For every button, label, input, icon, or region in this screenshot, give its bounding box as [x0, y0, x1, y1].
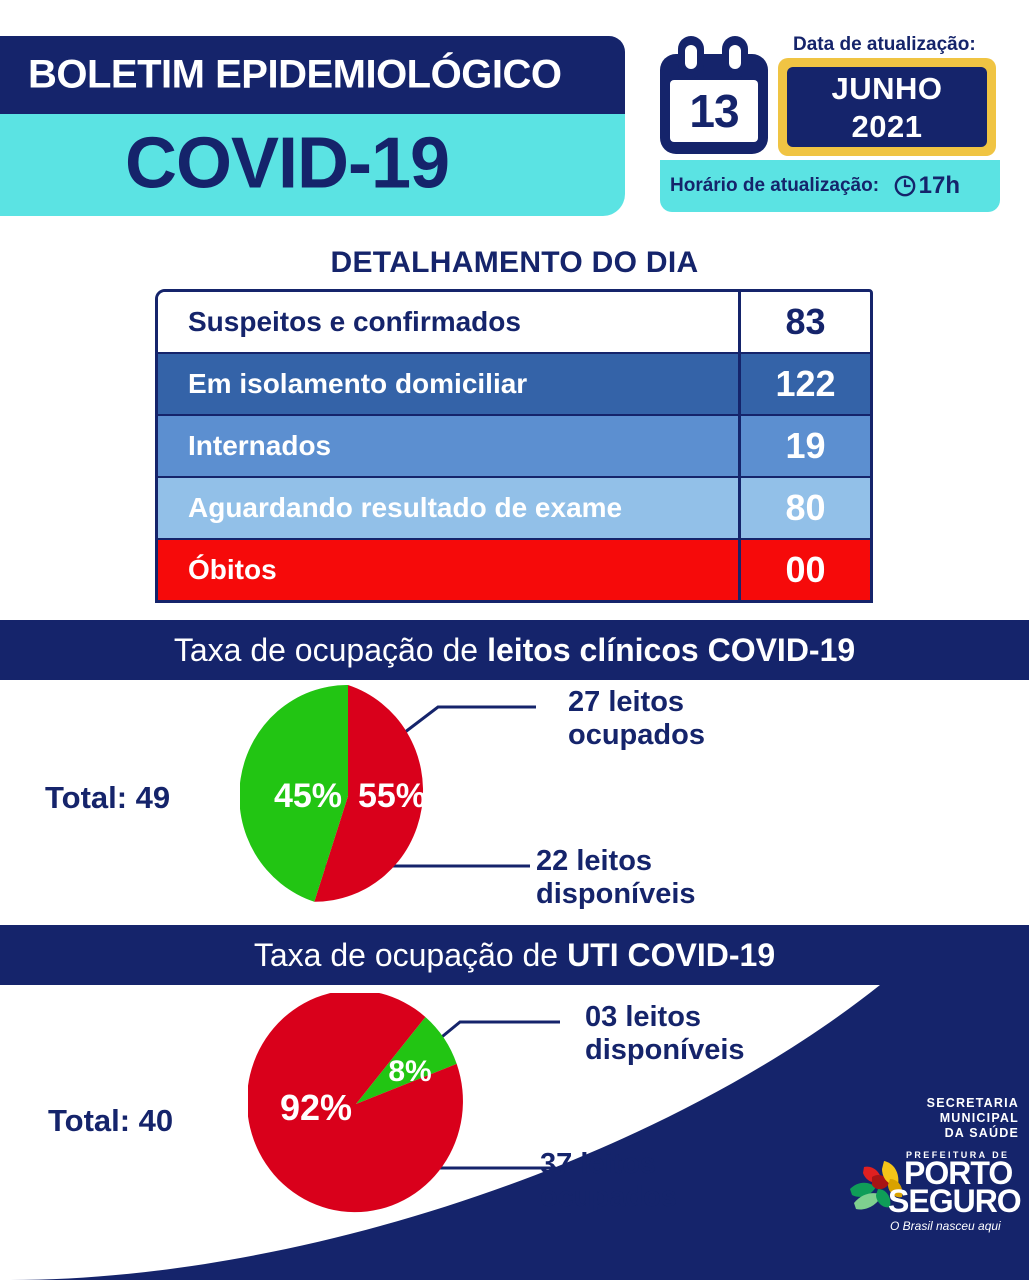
calendar-ring-right: [722, 36, 748, 78]
calendar-icon: 13: [660, 36, 768, 154]
band-bold-text: UTI COVID-19: [567, 936, 776, 973]
clinical-beds-chart-area: Total: 49 45% 55% 27 leitos ocupados 22 …: [0, 680, 1029, 925]
table-row-value: 19: [738, 416, 870, 476]
date-label: Data de atualização:: [793, 34, 976, 55]
pie-slice-available: [356, 1017, 457, 1104]
table-row-label: Em isolamento domiciliar: [188, 368, 528, 399]
icu-callout-available: 03 leitos disponíveis: [585, 1001, 745, 1067]
page-header: BOLETIM EPIDEMIOLÓGICO COVID-19 Data de …: [0, 0, 1029, 225]
table-row: Óbitos 00: [158, 540, 870, 600]
table-row-label: Internados: [188, 430, 332, 461]
callout-line-1: 22 leitos: [536, 845, 653, 877]
table-row-label: Aguardando resultado de exame: [188, 492, 623, 523]
icu-chart-area: Total: 40 92% 8% 03 leitos disponíveis 3…: [0, 985, 1029, 1280]
porto-text: PORTO: [904, 1155, 1013, 1191]
table-row: Suspeitos e confirmados 83: [158, 292, 870, 354]
icu-callout-occupied: 37 leitos ocupados: [540, 1148, 677, 1214]
icu-pie-chart: 92% 8%: [248, 993, 463, 1213]
table-row-label: Óbitos: [188, 554, 277, 585]
prefeitura-text: PREFEITURA DE: [906, 1150, 1010, 1160]
table-row-value: 00: [738, 540, 870, 600]
table-row-value: 122: [738, 354, 870, 414]
table-row-label: Suspeitos e confirmados: [188, 306, 521, 337]
covid-title-band: COVID-19: [0, 114, 625, 216]
pie-slice-available: [240, 685, 348, 902]
table-row-value: 80: [738, 478, 870, 538]
clock-icon: [894, 175, 916, 197]
seguro-text: SEGURO: [888, 1183, 1022, 1219]
detail-section-title: DETALHAMENTO DO DIA: [330, 246, 699, 279]
section-band-clinical-beds: Taxa de ocupação de leitos clínicos COVI…: [0, 620, 1029, 680]
secretaria-line-3: DA SAÚDE: [944, 1126, 1019, 1140]
callout-line-2: disponíveis: [585, 1034, 745, 1066]
clinical-beds-pie-chart: 45% 55%: [240, 685, 426, 902]
update-date-block: Data de atualização: 13 JUNHO 2021 Horár…: [660, 28, 1000, 213]
band-light-text: Taxa de ocupação de: [173, 631, 479, 668]
porto-seguro-logo: SECRETARIA MUNICIPAL DA SAÚDE PREFEITURA…: [848, 1096, 1023, 1239]
logo-tagline: O Brasil nasceu aqui: [890, 1219, 1001, 1233]
callout-line-1: 27 leitos: [568, 686, 685, 718]
time-value: 17h: [918, 172, 960, 199]
table-row: Aguardando resultado de exame 80: [158, 478, 870, 540]
year-text: 2021: [851, 109, 923, 144]
pie-slice-occupied: [248, 993, 463, 1213]
pie-slice-occupied: [314, 685, 424, 902]
update-time-bar: Horário de atualização: 17h: [660, 160, 1000, 212]
clinical-beds-leader-lines: [287, 705, 536, 868]
callout-line-2: ocupados: [568, 719, 705, 751]
secretaria-line-2: MUNICIPAL: [939, 1111, 1019, 1125]
icu-total: Total: 40: [48, 1103, 174, 1138]
band-light-text: Taxa de ocupação de: [253, 936, 559, 973]
clinical-beds-total: Total: 49: [45, 780, 171, 815]
secretaria-line-1: SECRETARIA: [926, 1096, 1019, 1110]
table-row: Em isolamento domiciliar 122: [158, 354, 870, 416]
pie-percent-occupied: 92%: [280, 1087, 352, 1128]
section-band-icu: Taxa de ocupação de UTI COVID-19: [0, 925, 1029, 985]
pie-percent-available: 8%: [388, 1055, 431, 1088]
time-label: Horário de atualização:: [670, 175, 880, 196]
calendar-day: 13: [689, 85, 739, 137]
leaf-emblem-icon: [850, 1161, 903, 1210]
callout-line-1: 03 leitos: [585, 1001, 702, 1033]
month-year-box: JUNHO 2021: [778, 58, 996, 156]
month-text: JUNHO: [831, 71, 943, 106]
pie-percent-occupied: 55%: [358, 777, 426, 815]
detail-table: Suspeitos e confirmados 83 Em isolamento…: [155, 289, 873, 603]
secretaria-text: SECRETARIA MUNICIPAL DA SAÚDE: [848, 1096, 1023, 1141]
pie-percent-available: 45%: [274, 777, 342, 815]
bulletin-title: BOLETIM EPIDEMIOLÓGICO: [28, 52, 562, 97]
table-row: Internados 19: [158, 416, 870, 478]
callout-line-2: disponíveis: [536, 878, 696, 910]
clinical-beds-callout-available: 22 leitos disponíveis: [536, 845, 696, 911]
logo-mark: PREFEITURA DE PORTO SEGURO O Brasil nasc…: [848, 1147, 1023, 1239]
covid-title: COVID-19: [125, 123, 450, 204]
callout-line-1: 37 leitos: [540, 1148, 657, 1180]
band-bold-text: leitos clínicos COVID-19: [487, 631, 856, 668]
bulletin-title-band: BOLETIM EPIDEMIOLÓGICO: [0, 36, 625, 114]
calendar-ring-left: [678, 36, 704, 78]
table-row-value: 83: [738, 292, 870, 352]
clinical-beds-callout-occupied: 27 leitos ocupados: [568, 686, 705, 752]
month-year-text: JUNHO 2021: [787, 67, 987, 147]
callout-line-2: ocupados: [540, 1181, 677, 1213]
